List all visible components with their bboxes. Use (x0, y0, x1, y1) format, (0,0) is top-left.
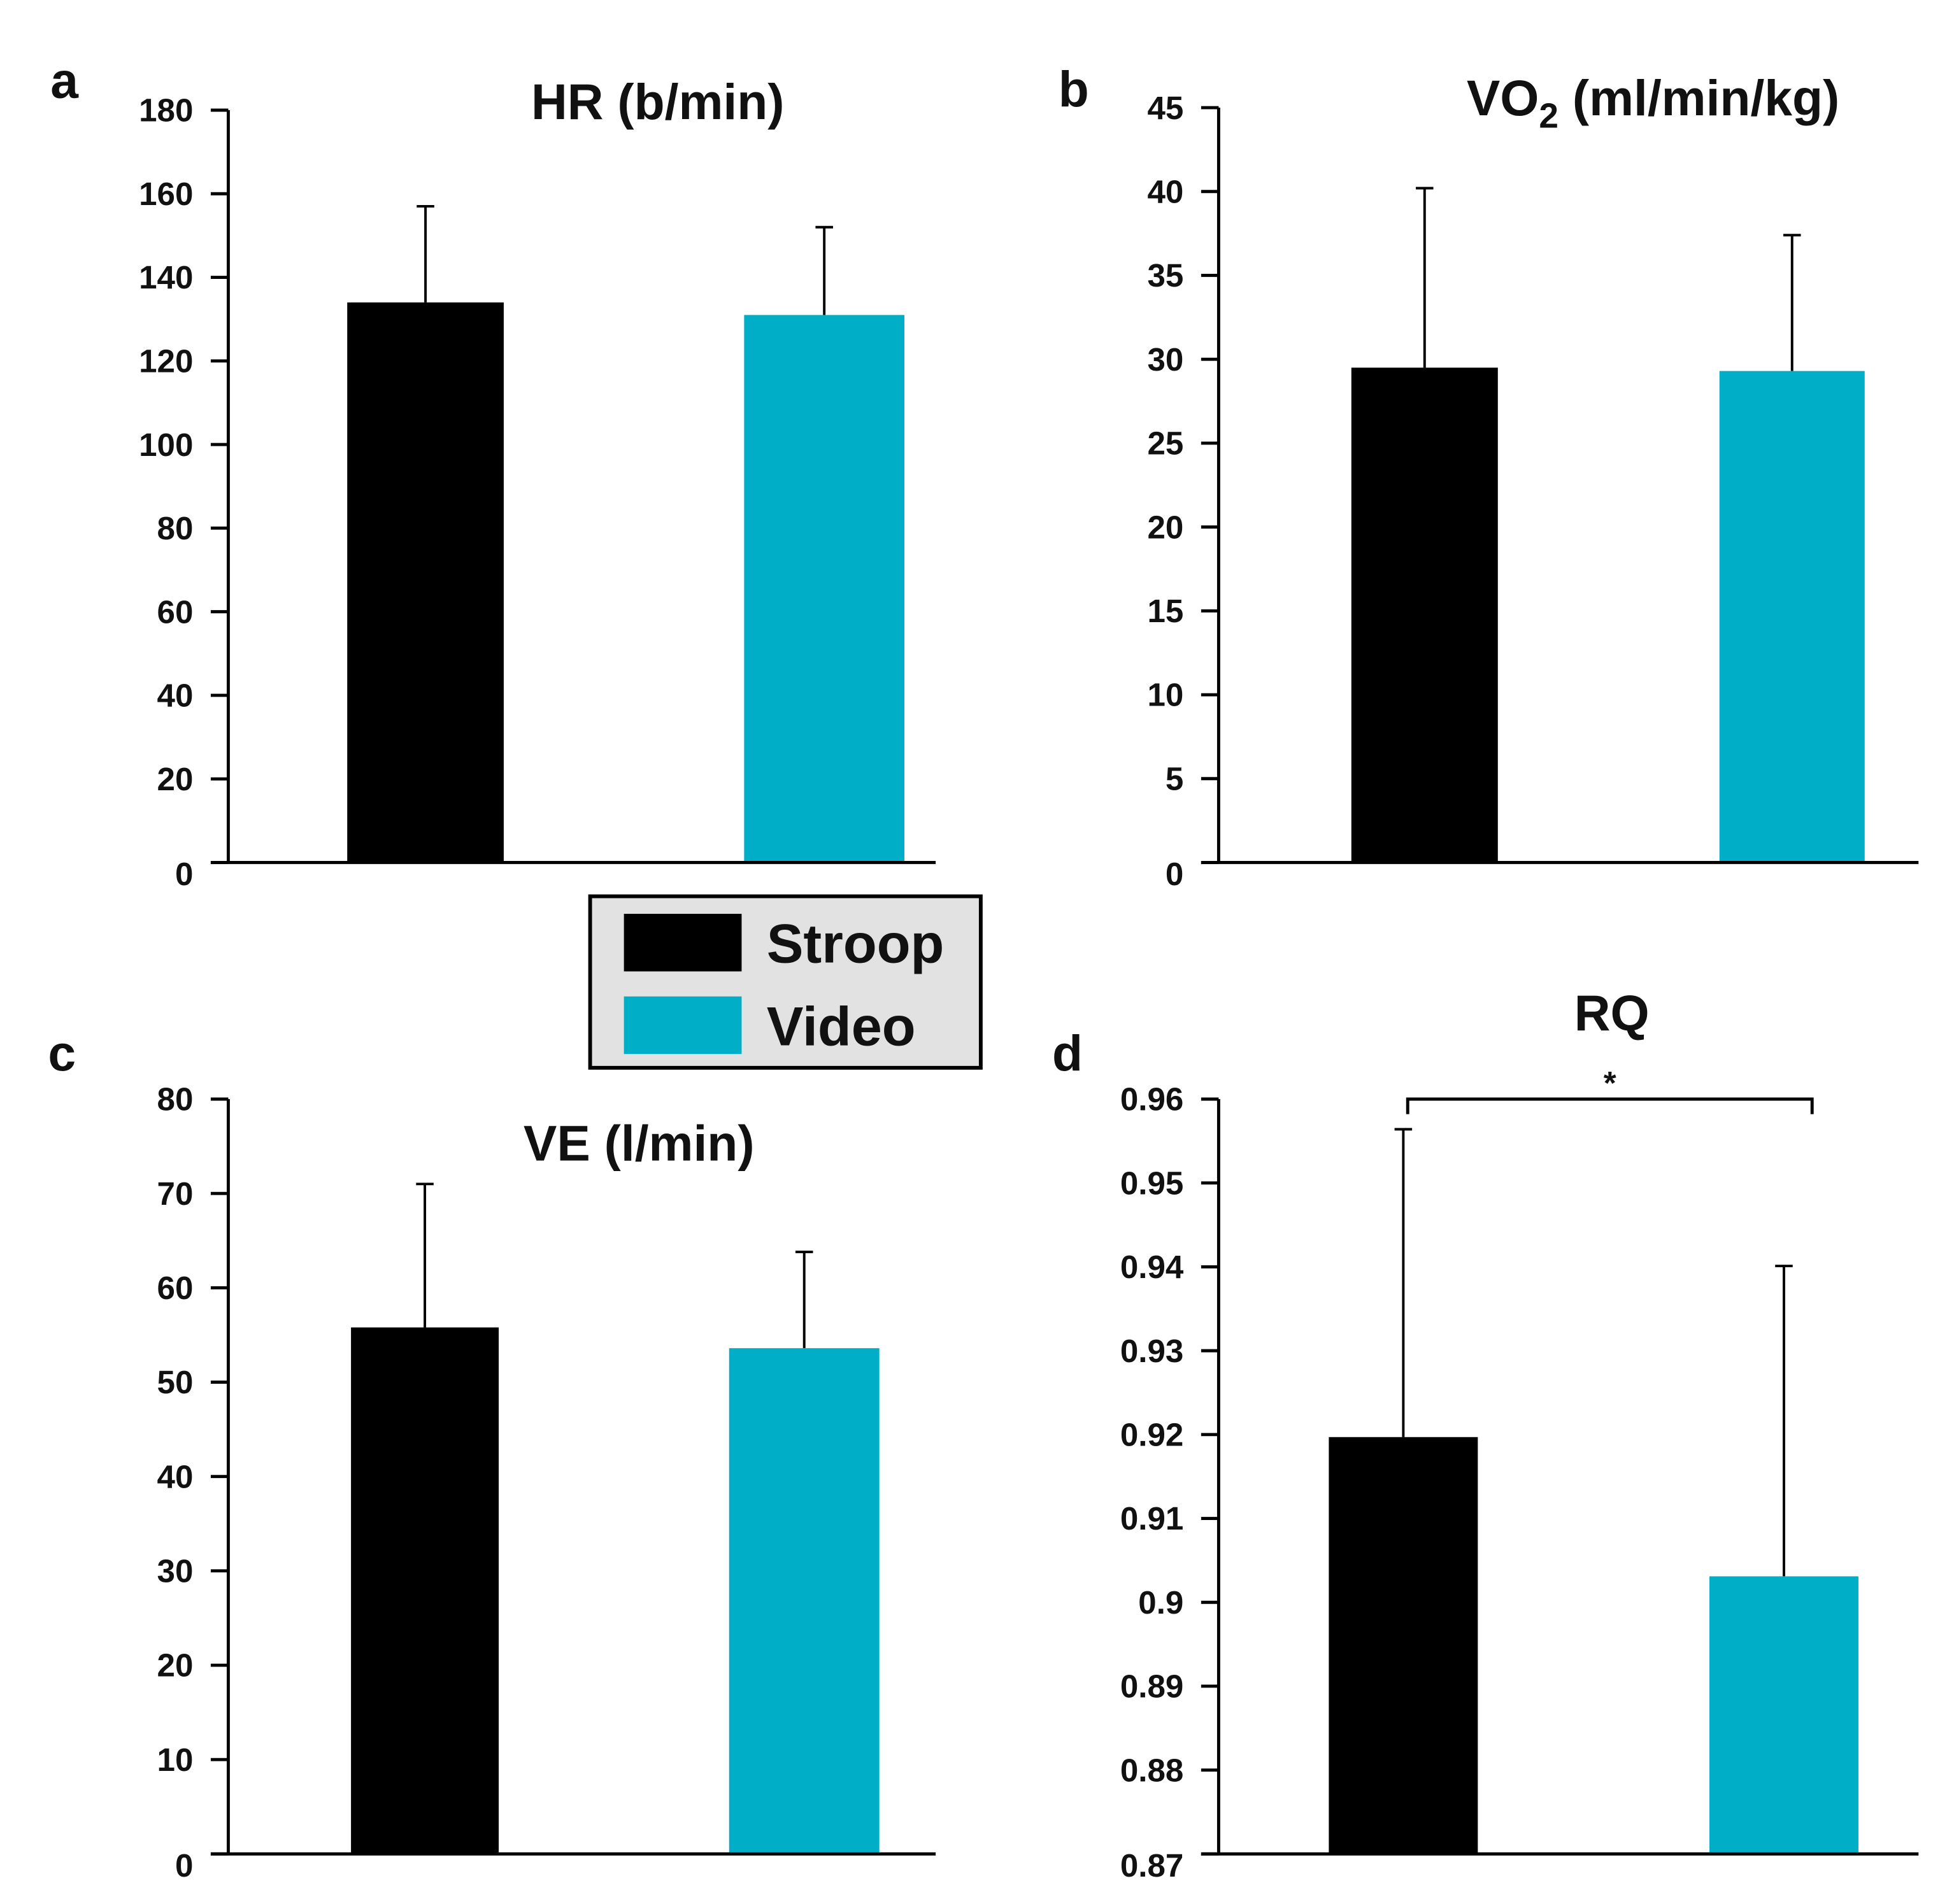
bar-video (1709, 1576, 1858, 1854)
y-tick-label: 60 (157, 593, 194, 630)
legend: Stroop Video (588, 894, 983, 1070)
y-tick-label: 80 (157, 1081, 194, 1118)
title-subscript: 2 (1539, 96, 1558, 136)
y-tick-label: 0.89 (1120, 1668, 1183, 1705)
legend-swatch-stroop (624, 914, 742, 972)
significance-asterisk: * (1604, 1065, 1616, 1101)
y-tick-label: 160 (139, 176, 193, 212)
title-text: RQ (1574, 985, 1650, 1041)
y-tick-label: 5 (1166, 760, 1183, 797)
y-tick-label: 0.91 (1120, 1500, 1183, 1537)
y-tick-label: 10 (157, 1742, 194, 1778)
y-tick-label: 0 (175, 856, 193, 892)
bar-stroop (1329, 1437, 1478, 1854)
legend-label-video: Video (767, 996, 916, 1057)
chart-title: VE (l/min) (524, 1115, 755, 1171)
y-tick-label: 0.93 (1120, 1333, 1183, 1369)
title-rest: (ml/min/kg) (1558, 70, 1839, 126)
chart-title: HR (b/min) (531, 74, 784, 130)
y-tick-label: 0.92 (1120, 1417, 1183, 1453)
y-tick-label: 45 (1147, 90, 1183, 126)
y-tick-label: 120 (139, 343, 193, 380)
legend-label-stroop: Stroop (767, 914, 945, 975)
chart-title: RQ (1574, 985, 1650, 1041)
y-tick-label: 0.87 (1120, 1847, 1183, 1884)
title-text: VO (1467, 70, 1539, 126)
y-tick-label: 40 (1147, 173, 1183, 210)
y-tick-label: 40 (157, 678, 194, 714)
panel-d: d RQ 0.87 0.88 0.89 0.9 0.91 0.92 0.93 0.94 0.95 0.… (1052, 985, 1919, 1884)
y-tick-label: 80 (157, 510, 194, 546)
y-tick-label: 70 (157, 1176, 194, 1212)
y-tick-label: 0.95 (1120, 1165, 1183, 1201)
y-tick-label: 0.96 (1120, 1081, 1183, 1118)
y-tick-label: 0.9 (1138, 1584, 1183, 1621)
panel-letter: d (1052, 1025, 1083, 1081)
y-tick-label: 0 (1166, 856, 1183, 892)
y-tick-label: 100 (139, 427, 193, 463)
bar-stroop (351, 1327, 499, 1854)
panel-letter: c (48, 1025, 76, 1081)
y-tick-label: 0.88 (1120, 1752, 1183, 1788)
bar-video (729, 1348, 880, 1854)
bar-stroop (1351, 367, 1498, 863)
y-tick-label: 40 (157, 1458, 194, 1495)
y-tick-label: 10 (1147, 677, 1183, 713)
y-tick-label: 60 (157, 1270, 194, 1306)
y-tick-label: 0 (175, 1847, 193, 1884)
bar-stroop (347, 302, 504, 863)
y-tick-label: 30 (1147, 341, 1183, 378)
legend-swatch-video (624, 996, 742, 1055)
y-tick-label: 50 (157, 1364, 194, 1400)
y-tick-label: 140 (139, 259, 193, 295)
y-tick-label: 20 (157, 1647, 194, 1684)
y-tick-label: 30 (157, 1553, 194, 1589)
title-text: VE (l/min) (524, 1115, 755, 1171)
y-tick-label: 25 (1147, 425, 1183, 462)
y-tick-label: 15 (1147, 593, 1183, 629)
title-text: HR (b/min) (531, 74, 784, 130)
y-tick-label: 35 (1147, 257, 1183, 294)
y-tick-label: 20 (1147, 509, 1183, 545)
panel-letter: b (1059, 61, 1089, 117)
chart-title: VO2 (ml/min/kg) (1467, 70, 1839, 136)
y-tick-label: 180 (139, 92, 193, 129)
panel-b: b VO2 (ml/min/kg) 0 5 10 15 20 25 30 35 40 45 (1059, 61, 1919, 892)
panel-a: a HR (b/min) 0 20 40 60 80 100 120 140 160 180 (50, 52, 936, 892)
y-tick-label: 0.94 (1120, 1249, 1184, 1285)
significance-bracket (1406, 1097, 1814, 1114)
panel-letter: a (50, 52, 79, 108)
y-tick-label: 20 (157, 761, 194, 797)
panel-c: c VE (l/min) 0 10 20 30 40 50 60 70 80 (48, 1025, 936, 1884)
bar-video (744, 315, 904, 863)
bar-video (1719, 371, 1865, 863)
